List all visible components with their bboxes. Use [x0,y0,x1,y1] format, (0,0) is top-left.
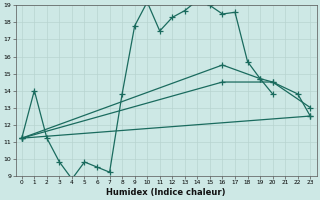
X-axis label: Humidex (Indice chaleur): Humidex (Indice chaleur) [106,188,226,197]
